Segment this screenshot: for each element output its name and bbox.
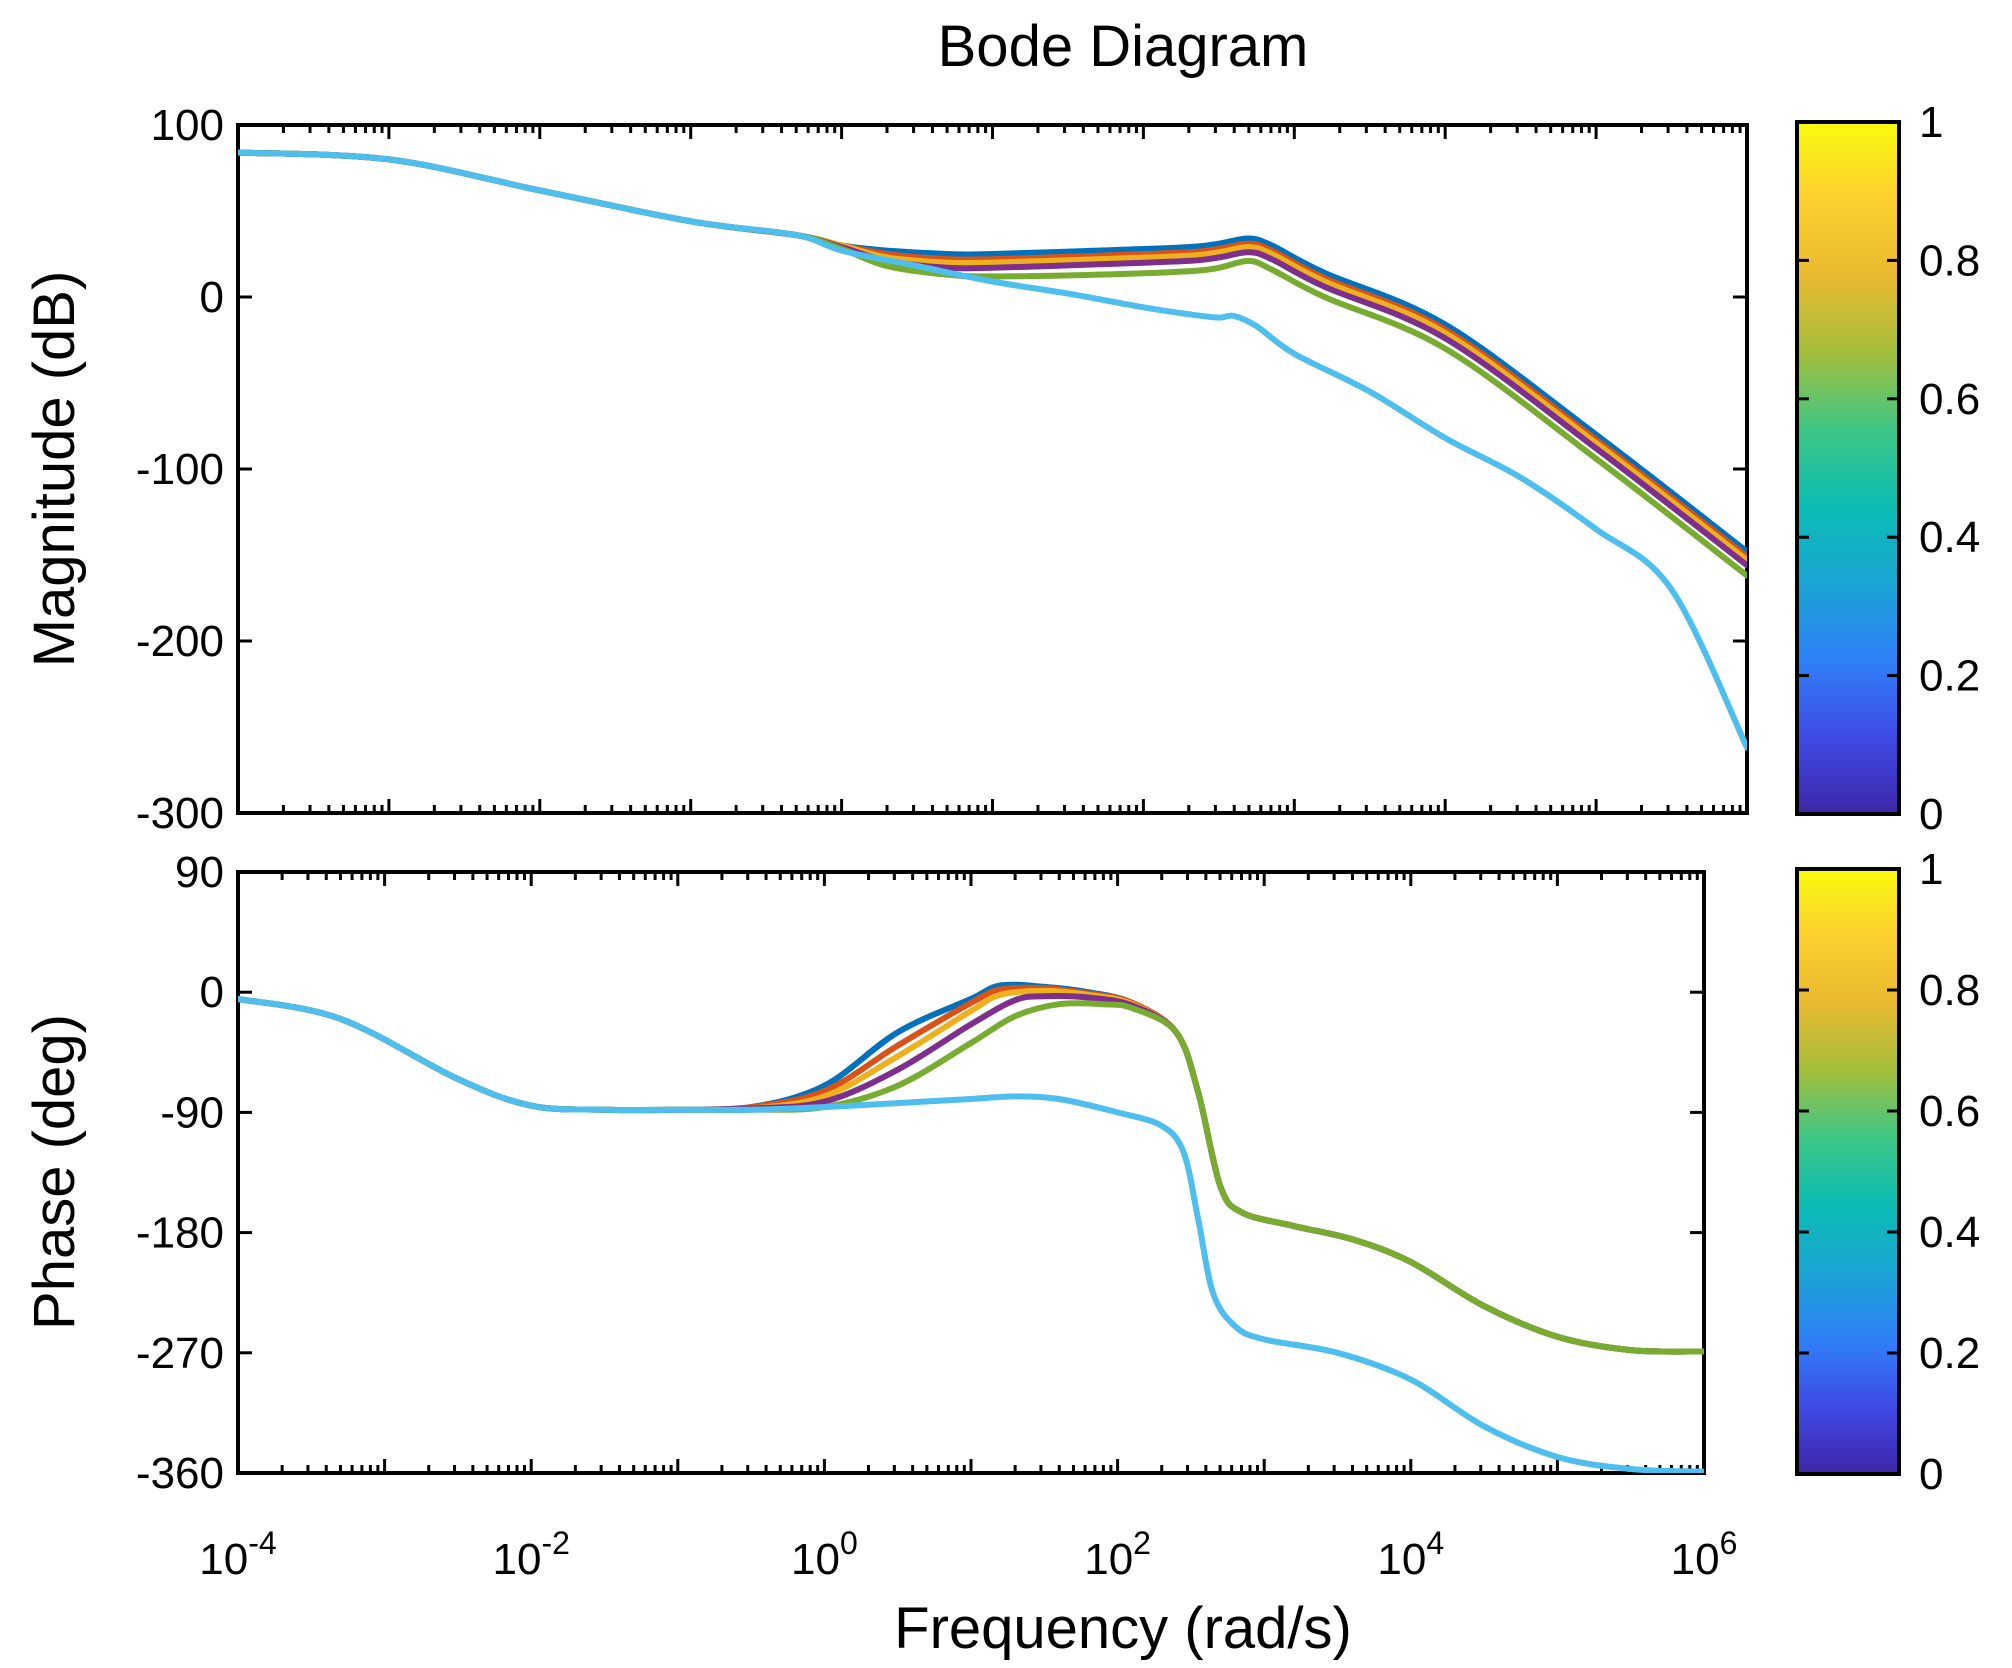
x-tick-labels: 10-4 10-2 100 102 104 106: [199, 1525, 1737, 1584]
magnitude-series: [238, 149, 1747, 751]
magnitude-axes: [236, 123, 1749, 815]
colorbar-tick-label: 0.2: [1919, 652, 1980, 701]
magnitude-series-green: [238, 149, 1747, 579]
x-tick-label: 106: [1671, 1525, 1738, 1584]
magnitude-y-axis-label: Magnitude (dB): [22, 271, 87, 668]
y-tick-label: 100: [151, 101, 224, 150]
phase-series-green: [238, 995, 1704, 1355]
y-tick-label: -200: [136, 617, 224, 666]
colorbar-tick-label: 0.6: [1919, 375, 1980, 424]
magnitude-panel: 100 0 -100 -200 -300 Magnitude (dB): [22, 101, 1749, 838]
y-tick-label: -270: [136, 1329, 224, 1378]
colorbar-tick-label: 1: [1919, 98, 1943, 147]
magnitude-series-blue: [238, 149, 1747, 555]
x-tick-label: 100: [791, 1525, 858, 1584]
x-tick-label: 10-2: [492, 1525, 569, 1584]
x-axis-label: Frequency (rad/s): [894, 1596, 1352, 1661]
y-tick-label: 0: [200, 968, 224, 1017]
phase-y-tick-labels: 90 0 -90 -180 -270 -360: [136, 848, 224, 1498]
colorbar-gradient: [1795, 120, 1901, 816]
phase-y-axis-label: Phase (deg): [22, 1014, 87, 1330]
colorbar-bottom: 0 0.2 0.4 0.6 0.8 1: [1795, 845, 1980, 1499]
y-tick-label: -360: [136, 1449, 224, 1498]
colorbar-tick-label: 1: [1919, 845, 1943, 894]
magnitude-series-cyan: [238, 149, 1747, 751]
phase-axes: [236, 870, 1706, 1475]
y-tick-label: -90: [160, 1088, 224, 1137]
y-tick-label: 0: [200, 273, 224, 322]
x-tick-label: 104: [1377, 1525, 1444, 1584]
x-tick-label: 102: [1084, 1525, 1151, 1584]
colorbar-top: 0 0.2 0.4 0.6 0.8 1: [1795, 98, 1980, 839]
phase-series-cyan: [238, 995, 1704, 1473]
y-tick-label: 90: [175, 848, 224, 897]
chart-title: Bode Diagram: [938, 14, 1309, 79]
colorbar-tick-label: 0.6: [1919, 1087, 1980, 1136]
phase-ticks: [236, 870, 1706, 1475]
y-tick-label: -180: [136, 1209, 224, 1258]
colorbar-tick-label: 0.8: [1919, 236, 1980, 285]
colorbar-tick-label: 0.2: [1919, 1329, 1980, 1378]
colorbar-tick-label: 0.4: [1919, 513, 1980, 562]
colorbar-gradient: [1795, 867, 1901, 1476]
colorbar-tick-label: 0.8: [1919, 966, 1980, 1015]
y-tick-label: -300: [136, 789, 224, 838]
phase-series: [238, 981, 1704, 1473]
y-tick-label: -100: [136, 445, 224, 494]
x-tick-label: 10-4: [199, 1525, 276, 1584]
magnitude-series-orange: [238, 149, 1747, 560]
magnitude-y-tick-labels: 100 0 -100 -200 -300: [136, 101, 224, 838]
colorbar-tick-label: 0: [1919, 790, 1943, 839]
magnitude-ticks: [236, 123, 1749, 815]
colorbar-tick-label: 0: [1919, 1450, 1943, 1499]
phase-series-purple: [238, 993, 1704, 1355]
phase-panel: 90 0 -90 -180 -270 -360 Phase (deg): [22, 848, 1706, 1498]
magnitude-series-purple: [238, 149, 1747, 569]
colorbar-tick-label: 0.4: [1919, 1208, 1980, 1257]
magnitude-series-yellow: [238, 149, 1747, 564]
